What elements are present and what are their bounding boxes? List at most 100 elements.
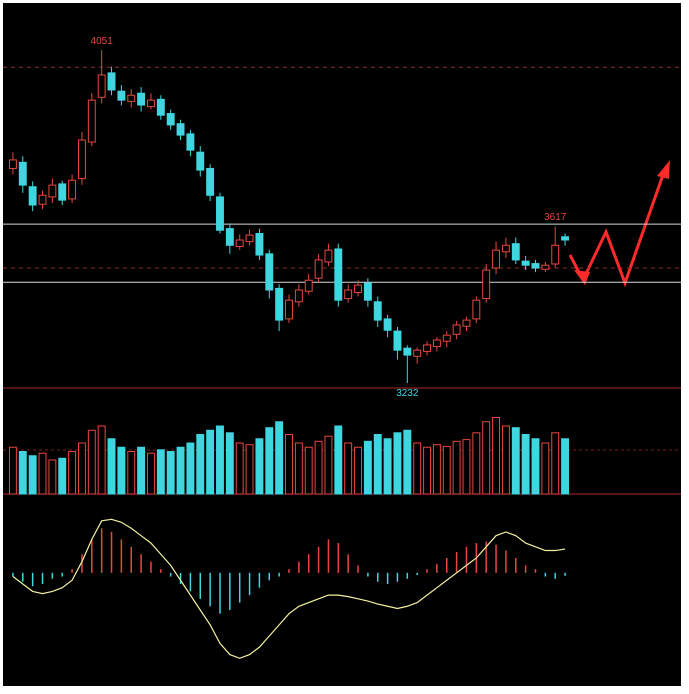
- volume-bar: [117, 446, 126, 495]
- candle-body: [28, 186, 37, 206]
- chart-background: [3, 3, 681, 686]
- candle-body: [373, 301, 382, 321]
- candle-body: [68, 179, 77, 200]
- volume-bar: [403, 429, 412, 495]
- candle-body: [551, 244, 560, 265]
- candle-body: [561, 236, 570, 241]
- volume-bar: [8, 446, 17, 495]
- volume-bar: [206, 429, 215, 495]
- candle-body: [196, 151, 205, 171]
- arrow-head: [657, 160, 670, 179]
- volume-bar: [245, 444, 254, 495]
- candle-body: [48, 184, 57, 198]
- candle-body: [442, 334, 451, 342]
- candle-body: [521, 260, 530, 266]
- volume-bar: [561, 438, 570, 495]
- arrow-head: [574, 270, 590, 285]
- volume-bar: [294, 442, 303, 495]
- candle-body: [304, 279, 313, 292]
- volume-bar: [107, 438, 116, 495]
- volume-bar: [492, 417, 501, 495]
- volume-bar: [275, 421, 284, 495]
- volume-bar: [58, 457, 67, 495]
- candle-body: [156, 98, 165, 116]
- candle-body: [383, 318, 392, 331]
- volume-bar: [472, 432, 481, 495]
- volume-bar: [423, 446, 431, 495]
- candle-body: [235, 239, 244, 248]
- volume-bar: [521, 434, 530, 495]
- volume-bar: [186, 442, 195, 495]
- volume-bar: [413, 442, 422, 495]
- volume-bar: [127, 451, 136, 495]
- volume-bar: [393, 432, 402, 495]
- candle-body: [147, 99, 155, 108]
- volume-bar: [334, 425, 343, 495]
- volume-bar: [304, 446, 313, 495]
- volume-bar: [147, 452, 155, 495]
- candle-body: [294, 289, 303, 303]
- candle-body: [117, 90, 126, 101]
- volume-bar: [324, 435, 333, 495]
- candle-body: [225, 228, 234, 246]
- candle-body: [77, 139, 86, 180]
- volume-bar: [541, 442, 550, 495]
- candle-body: [501, 244, 510, 253]
- candle-body: [38, 194, 47, 205]
- volume-bar: [383, 438, 392, 495]
- volume-bar: [482, 421, 491, 495]
- volume-bar: [462, 439, 471, 495]
- candle-body: [482, 269, 491, 300]
- candle-body: [8, 159, 17, 169]
- candle-body: [452, 324, 461, 335]
- volume-bar: [28, 455, 37, 495]
- volume-bar: [97, 425, 106, 495]
- price-annotation: 3617: [544, 212, 567, 223]
- volume-bar: [432, 444, 441, 495]
- candle-body: [363, 282, 372, 301]
- volume-bar: [265, 427, 274, 495]
- candle-body: [137, 92, 146, 106]
- candle-body: [511, 243, 520, 261]
- volume-bar: [68, 451, 77, 495]
- candle-body: [462, 319, 471, 327]
- candle-body: [245, 234, 254, 243]
- candle-body: [432, 339, 441, 348]
- volume-bar: [176, 446, 185, 495]
- candle-body: [58, 183, 67, 201]
- candle-body: [393, 330, 402, 351]
- volume-bar: [344, 442, 353, 495]
- candle-body: [541, 264, 550, 270]
- candle-body: [176, 123, 185, 136]
- volume-bar: [442, 445, 451, 495]
- price-annotation: 3232: [396, 388, 419, 399]
- candle-body: [275, 287, 284, 321]
- candle-body: [314, 259, 323, 279]
- volume-bar: [196, 434, 205, 495]
- candle-body: [531, 263, 540, 269]
- candle-body: [423, 344, 431, 352]
- candle-body: [127, 94, 136, 102]
- candle-body: [334, 248, 343, 301]
- volume-bar: [373, 434, 382, 495]
- candle-body: [324, 249, 333, 263]
- candle-body: [186, 133, 195, 151]
- candle-body: [97, 74, 106, 98]
- volume-bar: [354, 446, 362, 495]
- volume-bar: [38, 452, 47, 495]
- volume-bar: [18, 451, 27, 495]
- candle-body: [166, 113, 175, 126]
- volume-bar: [235, 442, 244, 495]
- candle-body: [403, 347, 412, 356]
- price-annotation: 4051: [91, 36, 114, 47]
- volume-bar: [137, 446, 146, 495]
- volume-bar: [551, 432, 560, 495]
- volume-bar: [501, 425, 510, 495]
- candle-body: [255, 232, 264, 256]
- volume-bar: [363, 440, 372, 495]
- volume-bar: [166, 451, 175, 495]
- volume-bar: [511, 427, 520, 495]
- macd-line: [12, 518, 566, 659]
- candle-body: [354, 284, 362, 293]
